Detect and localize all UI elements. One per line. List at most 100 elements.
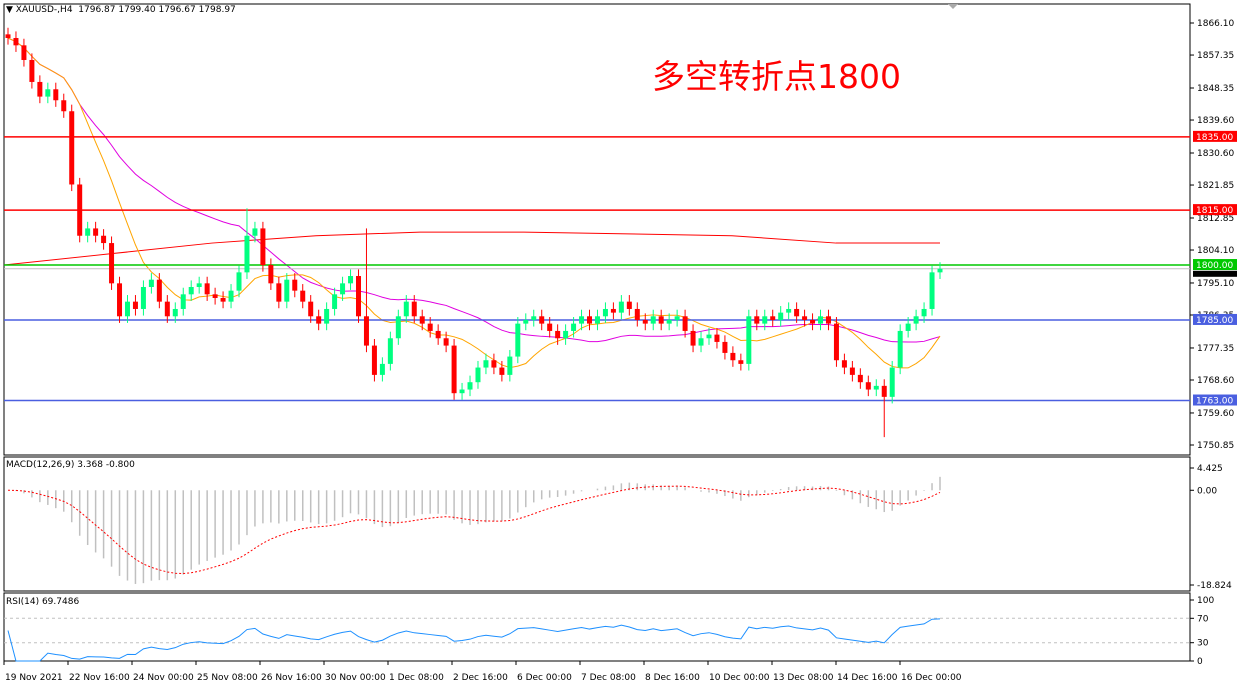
candle-body bbox=[650, 316, 656, 324]
candle-body bbox=[53, 89, 59, 101]
candle-body bbox=[889, 367, 895, 397]
candle-body bbox=[268, 265, 274, 284]
candle-body bbox=[706, 334, 712, 339]
chart-shift-marker-icon bbox=[948, 4, 958, 9]
candle-body bbox=[308, 301, 314, 317]
candle-body bbox=[93, 228, 99, 236]
rsi-label: RSI(14) 69.7486 bbox=[6, 597, 80, 607]
candle-body bbox=[156, 279, 162, 302]
candle-body bbox=[475, 367, 481, 383]
candle-body bbox=[124, 301, 130, 317]
candle-body bbox=[363, 316, 369, 346]
level-price-tag bbox=[1193, 259, 1237, 271]
candle-body bbox=[746, 316, 752, 364]
candle-body bbox=[69, 111, 75, 185]
candle-body bbox=[786, 308, 792, 313]
y-tick-label: 1795.10 bbox=[1197, 279, 1234, 289]
candle-body bbox=[602, 308, 608, 317]
candle-body bbox=[690, 330, 696, 346]
candle-body bbox=[324, 308, 330, 324]
x-tick-label: 10 Dec 00:00 bbox=[709, 673, 770, 683]
candle-body bbox=[403, 301, 409, 317]
candle-body bbox=[833, 323, 839, 361]
candle-body bbox=[770, 316, 776, 320]
ohlc-high: 1799.40 bbox=[118, 5, 156, 15]
level-price-label: 1815.00 bbox=[1196, 206, 1233, 216]
rsi-tick-label: 70 bbox=[1197, 614, 1209, 624]
x-tick-label: 16 Dec 00:00 bbox=[901, 673, 962, 683]
y-tick-label: 1759.60 bbox=[1197, 409, 1234, 419]
candle-body bbox=[188, 287, 194, 295]
candle-body bbox=[252, 228, 258, 236]
candle-body bbox=[435, 330, 441, 339]
x-tick-label: 24 Nov 00:00 bbox=[133, 673, 194, 683]
macd-signal-line bbox=[7, 485, 941, 575]
candle-body bbox=[857, 374, 863, 383]
candle-body bbox=[387, 338, 393, 364]
candle-body bbox=[212, 294, 218, 298]
candle-body bbox=[587, 316, 593, 324]
candle-body bbox=[340, 283, 346, 295]
candle-body bbox=[634, 308, 640, 320]
x-tick-label: 30 Nov 00:00 bbox=[325, 673, 386, 683]
candle-body bbox=[467, 382, 473, 390]
y-tick-label: 1777.35 bbox=[1197, 344, 1234, 354]
candle-body bbox=[618, 301, 624, 313]
y-tick-label: 1812.85 bbox=[1197, 214, 1234, 224]
x-tick-label: 25 Nov 08:00 bbox=[197, 673, 258, 683]
candle-body bbox=[276, 283, 282, 302]
collapse-triangle-icon[interactable]: ▼ bbox=[6, 5, 13, 15]
y-tick-label: 1804.10 bbox=[1197, 246, 1234, 256]
candle-body bbox=[164, 301, 170, 317]
y-tick-label: 1821.85 bbox=[1197, 181, 1234, 191]
rsi-pane-frame bbox=[3, 592, 1191, 662]
level-price-label: 1835.00 bbox=[1196, 133, 1233, 143]
candle-body bbox=[491, 360, 497, 368]
candle-body bbox=[666, 319, 672, 324]
candle-body bbox=[810, 319, 816, 324]
x-tick-label: 22 Nov 16:00 bbox=[69, 673, 130, 683]
macd-pane-frame bbox=[3, 456, 1191, 592]
y-tick-label: 1768.60 bbox=[1197, 376, 1234, 386]
candle-body bbox=[459, 389, 465, 394]
level-price-label: 1800.00 bbox=[1196, 261, 1233, 271]
candle-body bbox=[77, 184, 83, 236]
candle-body bbox=[109, 243, 115, 284]
ma-long-line bbox=[3, 231, 940, 266]
candle-body bbox=[794, 308, 800, 317]
candle-body bbox=[714, 334, 720, 342]
y-tick-label: 1866.10 bbox=[1197, 19, 1234, 29]
candle-body bbox=[101, 235, 107, 244]
candle-body bbox=[379, 363, 385, 375]
rsi-tick-label: 30 bbox=[1197, 639, 1209, 649]
ma-fast-line bbox=[7, 37, 941, 369]
x-tick-label: 19 Nov 2021 bbox=[5, 673, 63, 683]
y-tick-label: 1857.35 bbox=[1197, 51, 1234, 61]
level-price-label: 1785.00 bbox=[1196, 316, 1233, 326]
x-tick-label: 2 Dec 16:00 bbox=[453, 673, 508, 683]
candle-body bbox=[427, 323, 433, 331]
candle-body bbox=[802, 316, 808, 320]
candle-body bbox=[674, 316, 680, 320]
ohlc-low: 1796.67 bbox=[158, 5, 196, 15]
candle-body bbox=[140, 287, 146, 309]
candle-body bbox=[443, 338, 449, 346]
x-tick-label: 26 Nov 16:00 bbox=[261, 673, 322, 683]
candle-body bbox=[626, 301, 632, 309]
candle-body bbox=[778, 312, 784, 320]
candle-body bbox=[5, 34, 11, 39]
y-tick-label: 1830.60 bbox=[1197, 149, 1234, 159]
candle-body bbox=[610, 308, 616, 313]
candle-body bbox=[284, 279, 290, 302]
candle-body bbox=[180, 294, 186, 309]
candle-body bbox=[539, 316, 545, 324]
macd-tick-label: 0.00 bbox=[1197, 486, 1217, 496]
candle-body bbox=[220, 297, 226, 302]
candle-body bbox=[730, 352, 736, 361]
candle-body bbox=[332, 294, 338, 309]
candle-body bbox=[355, 276, 361, 317]
candle-body bbox=[929, 272, 935, 309]
candle-body bbox=[132, 301, 138, 309]
